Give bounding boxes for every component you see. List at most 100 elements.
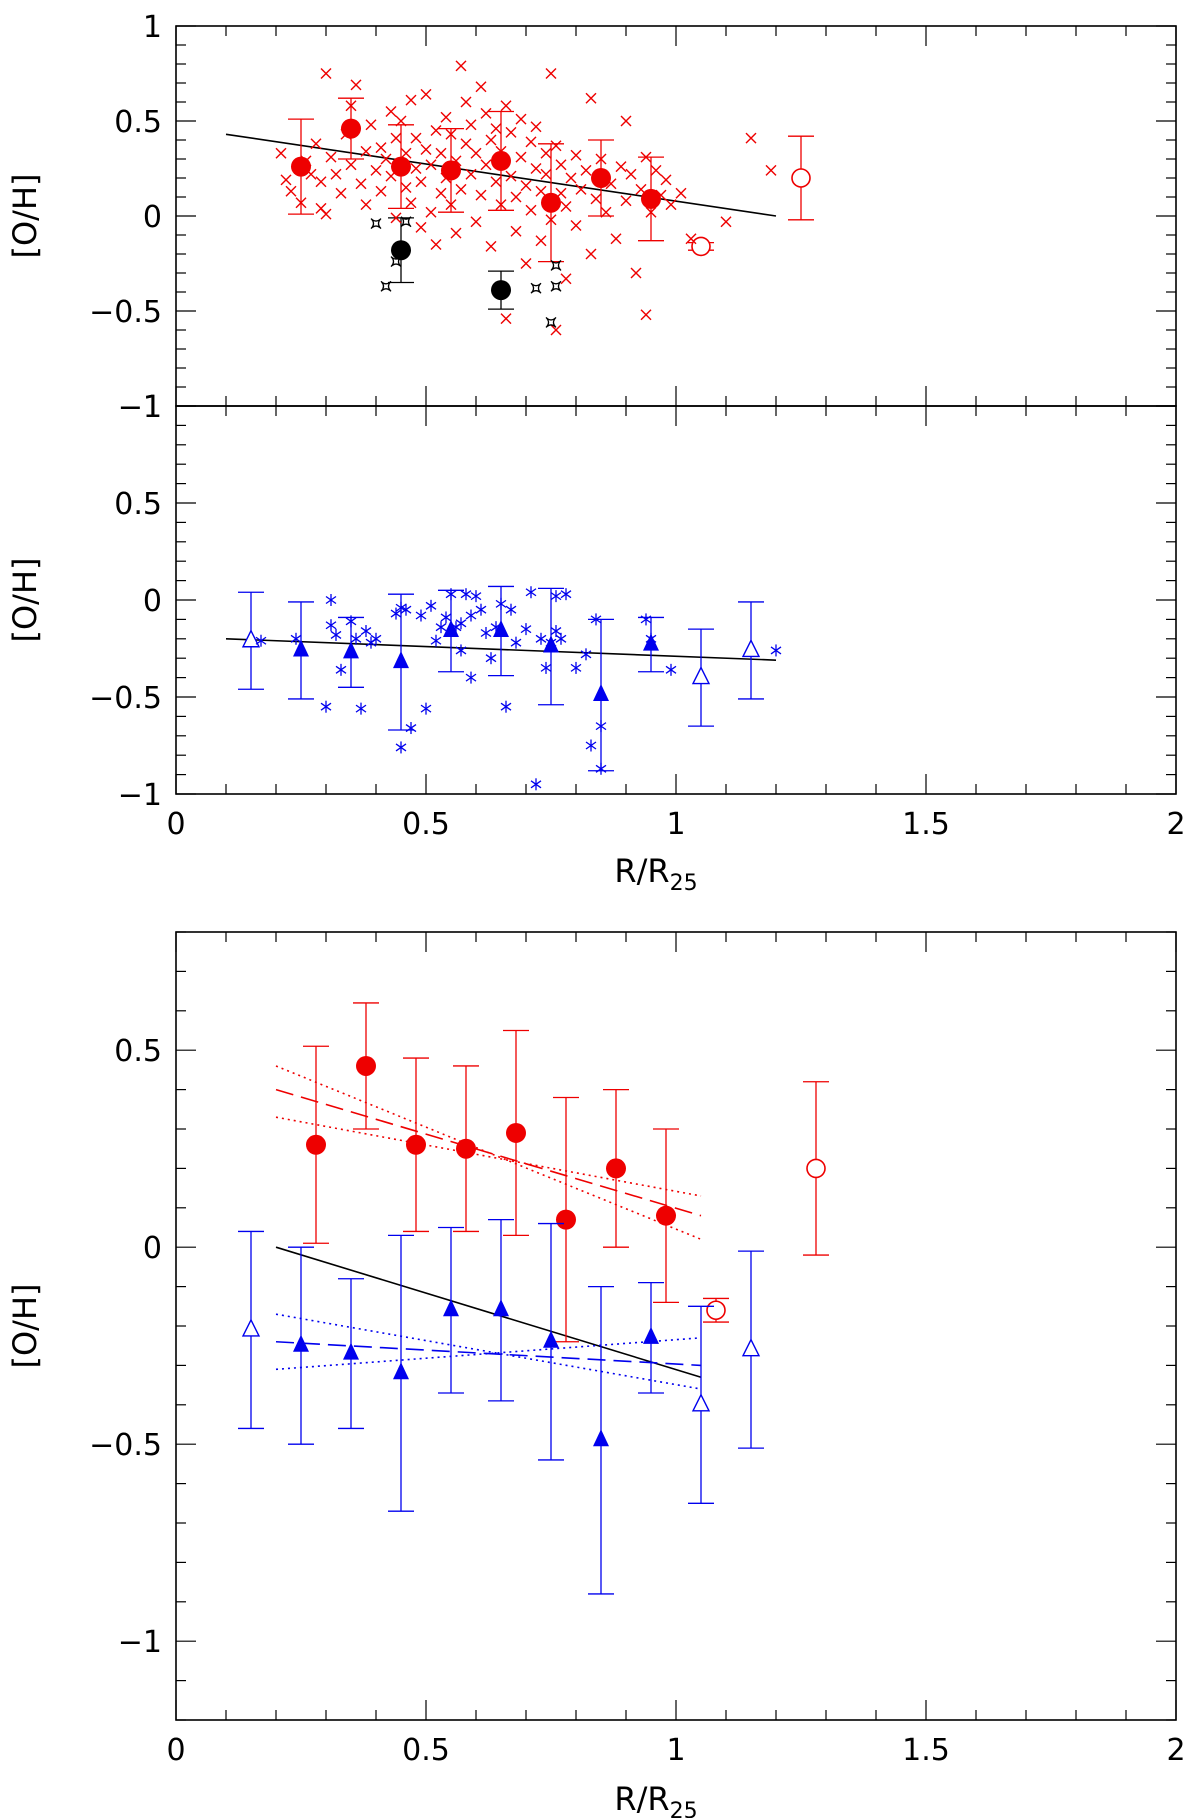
data-point-open-circle	[791, 168, 811, 188]
data-point-asterisk	[530, 778, 542, 791]
data-point-asterisk	[555, 632, 567, 645]
data-point-cross	[490, 123, 502, 135]
y-tick-label: −1	[118, 778, 162, 813]
data-point-cross	[315, 176, 327, 188]
data-point-cross	[490, 176, 502, 188]
data-point-cross	[365, 119, 377, 131]
data-point-asterisk	[355, 702, 367, 715]
data-point-cross	[495, 145, 507, 157]
data-point-cross	[635, 183, 647, 195]
data-point-cross	[745, 132, 757, 144]
data-point-cross	[545, 68, 557, 79]
data-point-filled-triangle	[393, 651, 409, 669]
data-point-asterisk	[345, 615, 357, 628]
data-point-cross	[305, 168, 317, 180]
data-point-asterisk	[320, 700, 332, 713]
data-point-asterisk	[545, 636, 557, 649]
data-point-asterisk	[770, 644, 782, 657]
data-point-asterisk	[510, 636, 522, 649]
data-point-asterisk	[415, 609, 427, 622]
data-point-cross	[515, 151, 527, 163]
data-point-asterisk	[455, 644, 467, 657]
data-point-cross	[570, 149, 582, 161]
data-point-cross	[475, 81, 487, 93]
data-point-cross	[455, 60, 467, 72]
data-point-cross	[545, 214, 557, 226]
data-point-asterisk	[465, 671, 477, 684]
data-point-cross	[460, 138, 472, 150]
data-point-asterisk	[595, 762, 607, 775]
fit-line-dotted	[275, 1313, 702, 1390]
data-point-cross	[540, 168, 552, 180]
data-point-asterisk	[290, 632, 302, 645]
y-tick-label: 0.5	[114, 105, 162, 140]
data-point-cross	[465, 168, 477, 180]
data-point-open-triangle	[691, 666, 711, 685]
x-tick-label: 1	[666, 1733, 685, 1768]
data-point-cross	[325, 151, 337, 163]
data-point-star	[370, 218, 382, 230]
data-point-asterisk	[330, 628, 342, 641]
data-point-cross	[520, 180, 532, 192]
data-point-asterisk	[540, 661, 552, 674]
data-point-cross	[360, 199, 372, 211]
data-point-asterisk	[585, 739, 597, 752]
x-tick-label: 2	[1166, 1733, 1185, 1768]
data-point-cross	[385, 106, 397, 117]
data-point-cross	[625, 168, 637, 180]
data-point-asterisk	[495, 597, 507, 610]
x-tick-label: 0	[166, 1733, 185, 1768]
data-point-cross	[470, 216, 482, 228]
data-point-cross	[400, 147, 412, 159]
data-point-asterisk	[470, 590, 482, 603]
data-point-star	[550, 259, 562, 271]
data-point-asterisk	[525, 586, 537, 599]
data-point-cross	[440, 111, 452, 123]
data-point-filled-triangle	[593, 684, 609, 702]
data-point-cross	[485, 134, 497, 146]
data-point-cross	[465, 119, 477, 131]
data-point-cross	[520, 258, 532, 269]
data-point-cross	[450, 155, 462, 167]
data-point-cross	[535, 235, 547, 247]
fit-line-dotted	[275, 1065, 702, 1241]
data-point-cross	[610, 233, 622, 245]
x-axis-label: R/R25	[614, 1780, 697, 1818]
data-point-open-triangle	[691, 1393, 711, 1412]
data-point-filled-circle	[656, 1205, 676, 1226]
y-tick-label: 0.5	[114, 1034, 162, 1069]
data-point-asterisk	[490, 621, 502, 634]
data-point-cross	[510, 191, 522, 203]
data-point-asterisk	[420, 702, 432, 715]
data-point-filled-circle	[506, 1122, 526, 1143]
data-point-filled-triangle	[543, 1330, 559, 1348]
data-point-open-triangle	[741, 638, 761, 658]
x-axis-label: R/R25	[614, 852, 697, 896]
data-point-cross	[430, 125, 442, 136]
data-point-cross	[620, 115, 632, 127]
data-point-filled-triangle	[343, 1342, 359, 1360]
data-point-cross	[405, 197, 417, 209]
data-point-asterisk	[485, 652, 497, 665]
data-point-cross	[340, 128, 352, 140]
data-point-cross	[575, 183, 587, 195]
data-point-cross	[275, 147, 287, 159]
data-point-asterisk	[360, 625, 372, 638]
data-point-cross	[330, 168, 342, 180]
data-point-asterisk	[500, 700, 512, 713]
data-point-cross	[645, 206, 657, 218]
plot-frame	[175, 931, 1177, 1721]
data-point-open-triangle	[741, 1338, 761, 1357]
data-point-cross	[415, 221, 427, 233]
data-point-asterisk	[255, 634, 267, 647]
data-point-cross	[560, 201, 572, 212]
data-point-filled-circle	[606, 1158, 626, 1179]
x-tick-label: 0.5	[402, 1733, 450, 1768]
data-point-star	[400, 216, 412, 228]
data-point-cross	[470, 147, 482, 159]
data-point-cross	[385, 170, 397, 182]
data-point-filled-triangle	[593, 1429, 609, 1447]
y-tick-label: −1	[118, 390, 162, 425]
data-point-cross	[285, 185, 297, 197]
data-point-cross	[570, 220, 582, 231]
